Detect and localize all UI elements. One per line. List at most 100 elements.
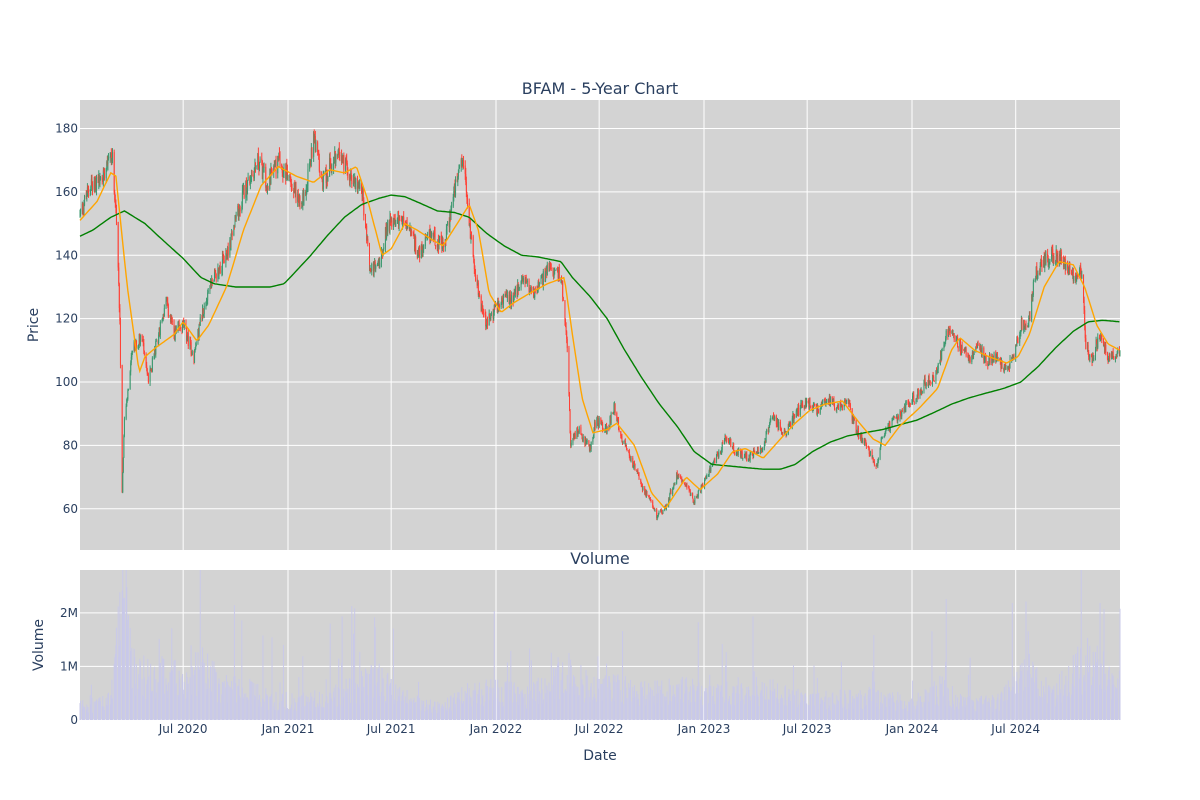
candle-body <box>396 218 398 224</box>
volume-bar <box>645 700 647 720</box>
candle-body <box>768 427 770 432</box>
candle-body <box>382 248 384 254</box>
volume-bar <box>433 701 435 720</box>
candle-body <box>996 354 998 361</box>
volume-bar <box>1047 703 1049 720</box>
volume-bar <box>122 570 124 720</box>
volume-bar <box>961 695 963 720</box>
candle-body <box>191 351 193 355</box>
volume-bar <box>1023 690 1025 720</box>
candle-body <box>752 455 754 458</box>
volume-bar <box>125 570 127 720</box>
volume-bar <box>1004 702 1006 720</box>
candle-body <box>449 210 451 220</box>
volume-bar <box>812 697 814 720</box>
volume-bar <box>1105 689 1107 720</box>
candle-body <box>419 246 421 258</box>
volume-bar <box>636 699 638 720</box>
candle-body <box>274 161 276 168</box>
candle-body <box>788 424 790 426</box>
volume-bar <box>652 702 654 720</box>
volume-bar <box>79 703 81 720</box>
candle-body <box>194 349 196 352</box>
volume-bar <box>143 655 145 720</box>
candle-body <box>1065 262 1067 270</box>
volume-bar <box>222 701 224 720</box>
volume-bar <box>285 709 287 720</box>
volume-bar <box>891 697 893 720</box>
volume-bar <box>162 675 164 720</box>
candle-body <box>533 290 535 298</box>
candle-body <box>951 330 953 334</box>
volume-bar <box>354 608 356 720</box>
volume-bar <box>85 709 87 720</box>
candle-body <box>334 151 336 163</box>
volume-bar <box>649 692 651 720</box>
candle-body <box>939 351 941 363</box>
candle-body <box>217 268 219 276</box>
volume-bar <box>845 697 847 720</box>
candle-body <box>301 202 303 205</box>
candle-body <box>814 403 816 405</box>
volume-bar <box>98 701 100 720</box>
candle-body <box>710 465 712 472</box>
volume-bar <box>797 688 799 720</box>
volume-bar <box>849 709 851 720</box>
volume-bar <box>465 693 467 720</box>
volume-bar <box>833 703 835 720</box>
candle-body <box>247 180 249 192</box>
candle-body <box>1027 322 1029 327</box>
volume-bar <box>157 682 159 720</box>
volume-bar <box>345 690 347 720</box>
volume-bar <box>1072 655 1074 720</box>
candle-body <box>302 193 304 206</box>
volume-bar <box>229 697 231 720</box>
x-tick-label: Jul 2022 <box>574 722 624 736</box>
volume-bar <box>801 699 803 720</box>
volume-bar <box>517 686 519 720</box>
volume-bar <box>1041 696 1043 720</box>
volume-bar <box>673 696 675 720</box>
volume-bar <box>629 679 631 720</box>
volume-bar <box>214 669 216 720</box>
volume-bar <box>912 701 914 720</box>
candle-body <box>372 263 374 275</box>
candle-body <box>856 432 858 434</box>
candle-body <box>917 388 919 397</box>
volume-bar <box>1115 700 1117 720</box>
candle-body <box>139 335 141 345</box>
volume-bar <box>604 675 606 720</box>
candle-body <box>410 227 412 232</box>
candle-body <box>297 193 299 198</box>
volume-bar <box>402 690 404 720</box>
volume-bar <box>380 691 382 720</box>
volume-bar <box>477 695 479 720</box>
volume-bar <box>925 695 927 720</box>
candle-body <box>520 281 522 288</box>
volume-bar <box>828 707 830 720</box>
candle-body <box>574 433 576 438</box>
volume-bar <box>636 691 638 720</box>
volume-bar <box>745 697 747 720</box>
volume-bar <box>869 688 871 720</box>
volume-bar <box>173 660 175 720</box>
candle-body <box>809 399 811 406</box>
volume-bar <box>983 699 985 720</box>
candle-body <box>293 190 295 193</box>
volume-bar <box>931 631 933 720</box>
volume-bar <box>282 644 284 720</box>
volume-bar <box>613 681 615 720</box>
candle-body <box>740 451 742 458</box>
candle-body <box>317 152 319 153</box>
volume-bar <box>318 707 320 720</box>
volume-bar <box>956 706 958 720</box>
candle-body <box>81 203 83 210</box>
candle-body <box>401 221 403 225</box>
volume-bar <box>512 702 514 720</box>
candle-body <box>1092 355 1094 359</box>
volume-bar <box>861 708 863 720</box>
volume-bar <box>798 704 800 720</box>
candle-body <box>1061 259 1063 261</box>
volume-bar <box>644 705 646 720</box>
